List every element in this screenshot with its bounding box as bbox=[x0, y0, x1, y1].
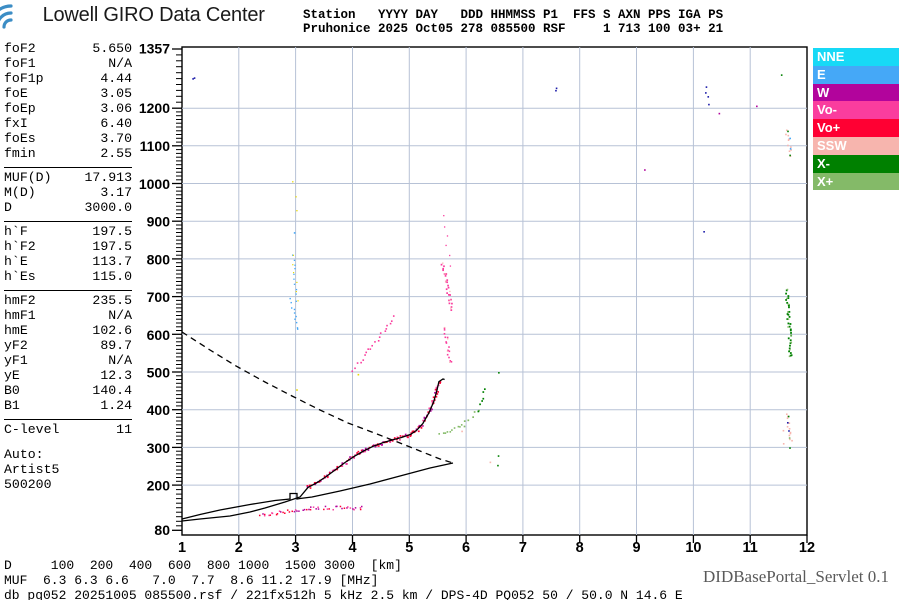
svg-text:1000: 1000 bbox=[139, 176, 170, 192]
svg-text:11: 11 bbox=[743, 540, 758, 556]
svg-text:8: 8 bbox=[576, 540, 584, 556]
svg-text:200: 200 bbox=[147, 478, 171, 494]
svg-text:10: 10 bbox=[685, 540, 701, 556]
svg-text:9: 9 bbox=[632, 540, 640, 556]
svg-text:900: 900 bbox=[147, 214, 171, 230]
svg-text:1100: 1100 bbox=[140, 138, 171, 154]
svg-text:700: 700 bbox=[147, 289, 171, 305]
svg-text:300: 300 bbox=[147, 440, 171, 456]
svg-text:5: 5 bbox=[405, 540, 413, 556]
svg-text:400: 400 bbox=[147, 402, 171, 418]
svg-text:1200: 1200 bbox=[139, 100, 170, 116]
svg-text:4: 4 bbox=[348, 540, 356, 556]
svg-text:3: 3 bbox=[292, 540, 300, 556]
svg-text:1: 1 bbox=[178, 540, 186, 556]
svg-text:2: 2 bbox=[235, 540, 243, 556]
svg-text:1357: 1357 bbox=[139, 41, 170, 57]
svg-text:7: 7 bbox=[519, 540, 527, 556]
svg-text:800: 800 bbox=[147, 251, 171, 267]
svg-text:500: 500 bbox=[147, 365, 171, 381]
svg-text:600: 600 bbox=[147, 327, 171, 343]
svg-text:6: 6 bbox=[462, 540, 470, 556]
svg-text:80: 80 bbox=[154, 522, 170, 538]
svg-text:12: 12 bbox=[799, 540, 815, 556]
